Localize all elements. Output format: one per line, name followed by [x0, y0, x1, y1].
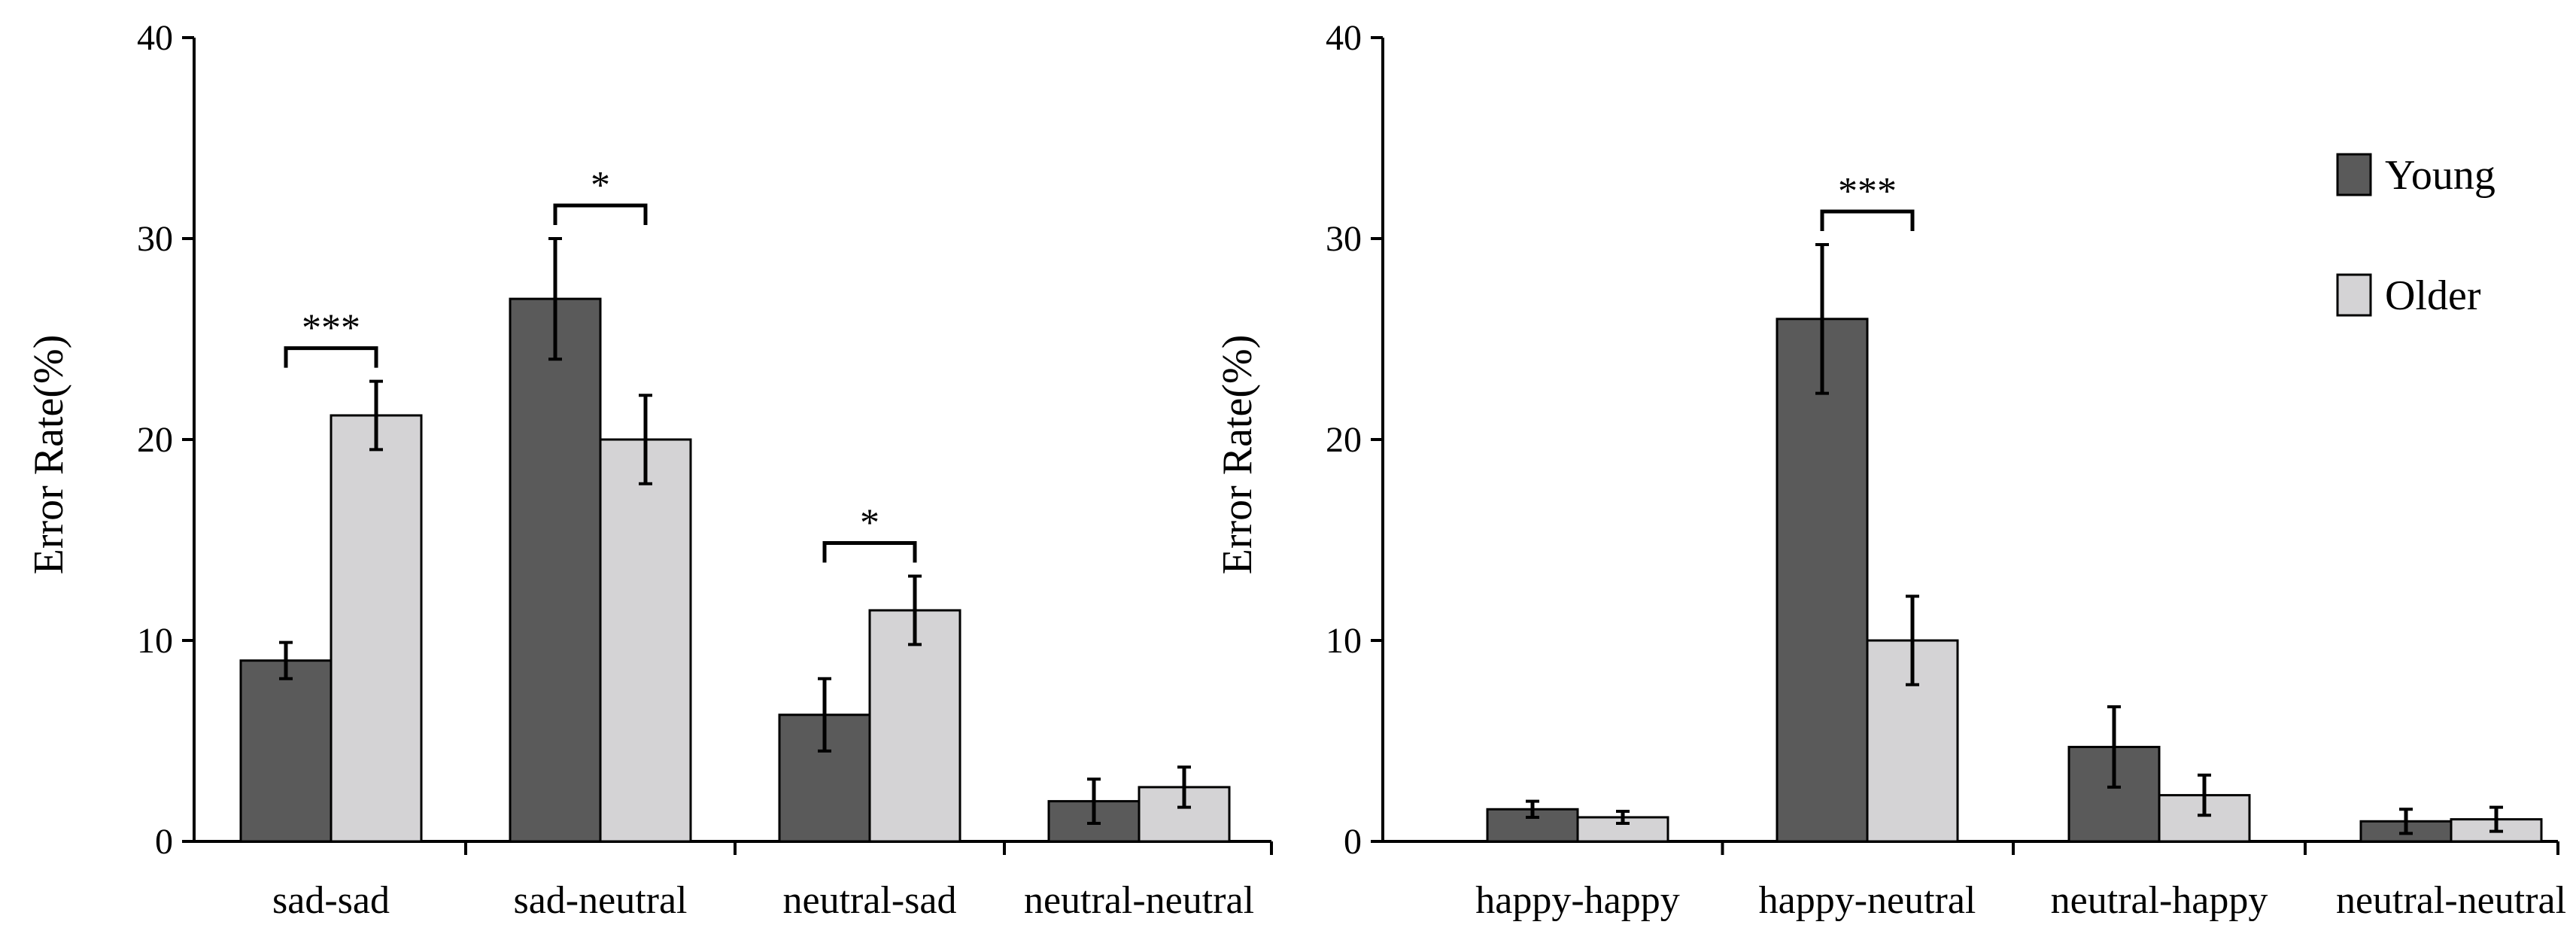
significance-label: *: [591, 164, 610, 207]
bar-young-sad-sad: [241, 661, 331, 841]
y-tick-label: 20: [1326, 420, 1362, 460]
legend-swatch-young: [2338, 154, 2371, 195]
category-label: neutral-neutral: [2336, 879, 2566, 922]
significance-label: ***: [1838, 170, 1897, 213]
significance-bracket: [825, 543, 915, 563]
bar-older-sad-sad: [331, 415, 421, 841]
y-tick-label: 20: [137, 420, 173, 460]
bar-young-happy-neutral: [1777, 319, 1867, 841]
y-axis-title: Error Rate(%): [1214, 335, 1261, 575]
legend-label-older: Older: [2385, 272, 2481, 319]
significance-bracket: [1822, 211, 1912, 231]
y-tick-label: 30: [137, 219, 173, 259]
category-label: neutral-sad: [782, 879, 956, 922]
y-tick-label: 0: [155, 822, 173, 862]
category-label: happy-happy: [1475, 879, 1679, 922]
significance-label: *: [860, 502, 879, 545]
bar-young-sad-neutral: [510, 299, 600, 841]
significance-bracket: [555, 205, 646, 225]
y-tick-label: 40: [137, 18, 173, 58]
legend-swatch-older: [2338, 275, 2371, 315]
y-tick-label: 10: [1326, 621, 1362, 661]
y-axis-title: Error Rate(%): [26, 335, 72, 575]
panel-left: 0 10 20 30 40 Error Rate(%) sad-sad sad-neutral…: [26, 18, 1271, 922]
category-label: sad-sad: [272, 879, 390, 922]
category-label: happy-neutral: [1759, 879, 1976, 922]
significance-bracket: [286, 348, 376, 368]
legend: Young Older: [2338, 152, 2496, 319]
y-tick-label: 10: [137, 621, 173, 661]
y-tick-label: 40: [1326, 18, 1362, 58]
bar-older-sad-neutral: [600, 440, 691, 841]
y-tick-label: 0: [1344, 822, 1362, 862]
significance-label: ***: [302, 307, 360, 350]
category-label: neutral-happy: [2051, 879, 2268, 922]
figure: 0 10 20 30 40 Error Rate(%) sad-sad sad-neutral…: [0, 0, 2576, 936]
category-label: sad-neutral: [513, 879, 687, 922]
y-tick-label: 30: [1326, 219, 1362, 259]
legend-label-young: Young: [2385, 152, 2496, 199]
category-label: neutral-neutral: [1024, 879, 1254, 922]
chart-svg: 0 10 20 30 40 Error Rate(%) sad-sad sad-neutral…: [0, 0, 2576, 936]
